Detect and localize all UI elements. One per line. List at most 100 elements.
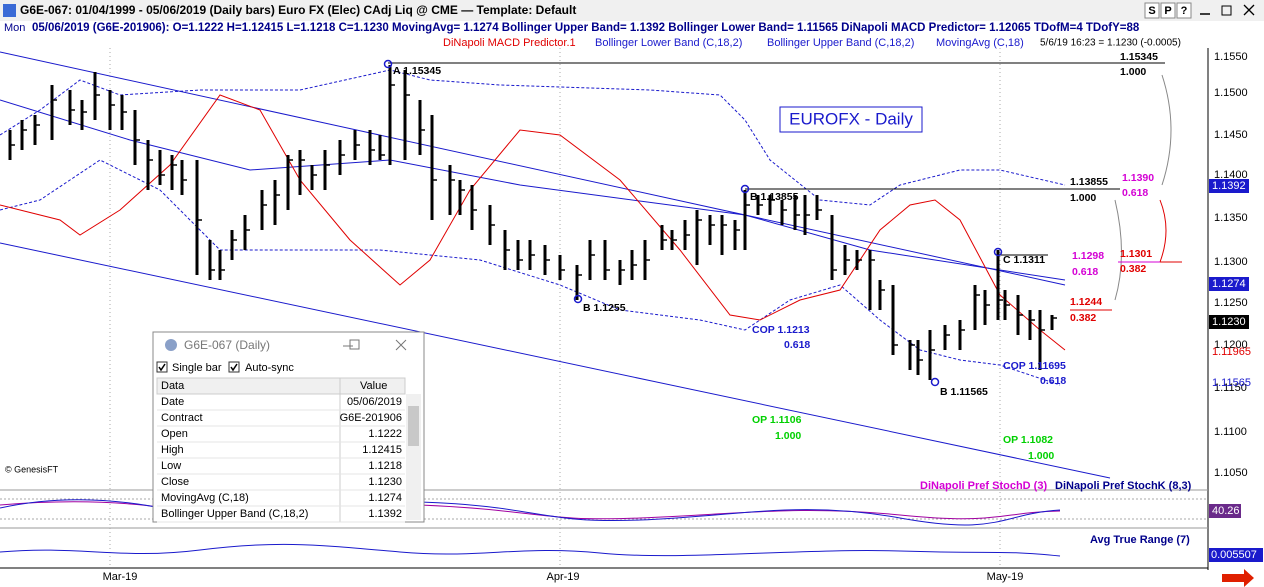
cell-label: MovingAvg (C,18) — [161, 492, 249, 504]
channel-bottom — [0, 242, 1111, 479]
cell-value: 1.1274 — [368, 492, 402, 504]
axis-label: 1.1450 — [1214, 129, 1248, 141]
x-axis-label: Mar-19 — [103, 571, 138, 583]
macd-predictor — [0, 94, 1066, 351]
axis-label: 1.1350 — [1214, 212, 1248, 224]
legend-item: MovingAvg (C,18) — [936, 37, 1024, 49]
marker-box — [1209, 277, 1249, 291]
annotation: 0.618 — [1040, 375, 1066, 387]
scroll-thumb[interactable] — [408, 406, 419, 446]
button[interactable] — [1160, 2, 1176, 19]
annotation: COP 1.1213 — [752, 324, 810, 336]
column-header: Value — [360, 380, 387, 392]
legend-item: DiNapoli MACD Predictor.1 — [443, 37, 576, 49]
axis-label: 1.1400 — [1214, 169, 1248, 181]
cell-value: 1.1230 — [368, 476, 402, 488]
annotation: B 1.11565 — [940, 386, 988, 398]
annotations: A 1.15345 1.15345 1.000 B 1.13855 1.1385… — [393, 51, 1158, 462]
axis-label: 1.1200 — [1214, 339, 1248, 351]
channel-top — [0, 51, 1066, 286]
cell-value: 1.12415 — [362, 444, 402, 456]
cell-label: Low — [161, 460, 181, 472]
axis-label: 1.1550 — [1214, 51, 1248, 63]
toolbar-buttons: S P ? — [1144, 2, 1255, 19]
grid — [109, 48, 1001, 568]
close-ticks — [10, 84, 1057, 361]
info-line: 05/06/2019 (G6E-201906): O=1.1222 H=1.12… — [32, 22, 1140, 34]
marker-box — [1209, 315, 1249, 329]
annotation: 0.618 — [1072, 266, 1098, 278]
checkbox[interactable] — [228, 361, 240, 373]
data-window-title: G6E-067 (Daily) — [184, 338, 270, 352]
annotation: A 1.15345 — [393, 65, 441, 77]
price-marker: 1.1230 — [1212, 316, 1246, 328]
x-axis-label: May-19 — [987, 571, 1024, 583]
x-axis-label: Apr-19 — [546, 571, 579, 583]
axis-label: 1.1300 — [1214, 256, 1248, 268]
option-label: Auto-sync — [245, 362, 294, 374]
title-bar — [0, 0, 1264, 21]
annotation: C 1.1311 — [1003, 254, 1045, 266]
annotation: B 1.1255 — [583, 302, 626, 314]
atr-label: Avg True Range (7) — [1090, 534, 1190, 546]
button[interactable] — [1144, 2, 1160, 19]
cell-label: Open — [161, 428, 188, 440]
pivot-markers — [383, 59, 1003, 387]
axis-label: 1.1050 — [1214, 467, 1248, 479]
cell-label: Contract — [161, 412, 203, 424]
annotation: 1.000 — [775, 430, 801, 442]
legend-item: Bollinger Upper Band (C,18,2) — [767, 37, 914, 49]
annotation: OP 1.1106 — [752, 414, 802, 426]
annotation: 0.382 — [1120, 263, 1146, 275]
maximize[interactable] — [349, 339, 360, 350]
annotation: 0.618 — [784, 339, 810, 351]
cell-label: Date — [161, 396, 184, 408]
stoch-label: DiNapoli Pref StochD (3) — [920, 480, 1047, 492]
info-day: Mon — [4, 22, 25, 34]
stoch-label: DiNapoli Pref StochK (8,3) — [1055, 480, 1192, 492]
legend-item: Bollinger Lower Band (C,18,2) — [595, 37, 742, 49]
cell-label: Bollinger Upper Band (C,18,2) — [161, 508, 308, 520]
annotation: OP 1.1082 — [1003, 434, 1053, 446]
cell-value: G6E-201906 — [340, 412, 402, 424]
checkbox[interactable] — [156, 361, 168, 373]
button-label: S — [1148, 5, 1155, 17]
cell-label: High — [161, 444, 184, 456]
close[interactable] — [395, 339, 407, 351]
annotation: 1.1301 — [1120, 248, 1152, 260]
window-title: G6E-067: 01/04/1999 - 05/06/2019 (Daily … — [20, 3, 576, 17]
price-axis: 1.1550 1.1500 1.1450 1.1400 1.1350 1.130… — [1209, 51, 1251, 479]
chart-title: EUROFX - Daily — [789, 109, 913, 128]
column-header: Data — [161, 380, 185, 392]
axis-label: 1.1500 — [1214, 87, 1248, 99]
table-header — [156, 377, 406, 395]
scroll-arrow[interactable] — [1222, 569, 1254, 587]
atr-value: 0.005507 — [1211, 549, 1257, 561]
restore[interactable] — [1221, 5, 1232, 16]
cell-label: Close — [161, 476, 189, 488]
data-window-titlebar — [154, 333, 423, 358]
close[interactable] — [1243, 4, 1255, 16]
annotation: 1.1244 — [1070, 296, 1102, 308]
marker-box — [1209, 548, 1263, 562]
cell-value: 1.1218 — [368, 460, 402, 472]
annotation: 1.000 — [1120, 66, 1146, 78]
data-window: G6E-067 (Daily) Single bar Auto-sync Dat… — [152, 331, 425, 523]
price-marker: 1.11965 — [1212, 346, 1251, 358]
atr-line — [0, 543, 1061, 557]
annotation: B 1.13855 — [750, 191, 799, 203]
axis-label: 1.1150 — [1214, 382, 1247, 394]
axis-label: 1.1100 — [1214, 426, 1247, 438]
chart-title-box — [779, 106, 923, 133]
option-label: Single bar — [172, 362, 222, 374]
bollinger-upper — [0, 69, 1066, 206]
marker-box — [1209, 504, 1241, 518]
copyright: © GenesisFT — [5, 464, 59, 474]
button[interactable] — [1176, 2, 1192, 19]
check — [158, 363, 166, 372]
bollinger-lower — [0, 159, 1061, 386]
annotation: COP 1.11695 — [1003, 360, 1066, 372]
marker-box — [1209, 179, 1249, 193]
axis-label: 1.1250 — [1214, 297, 1248, 309]
